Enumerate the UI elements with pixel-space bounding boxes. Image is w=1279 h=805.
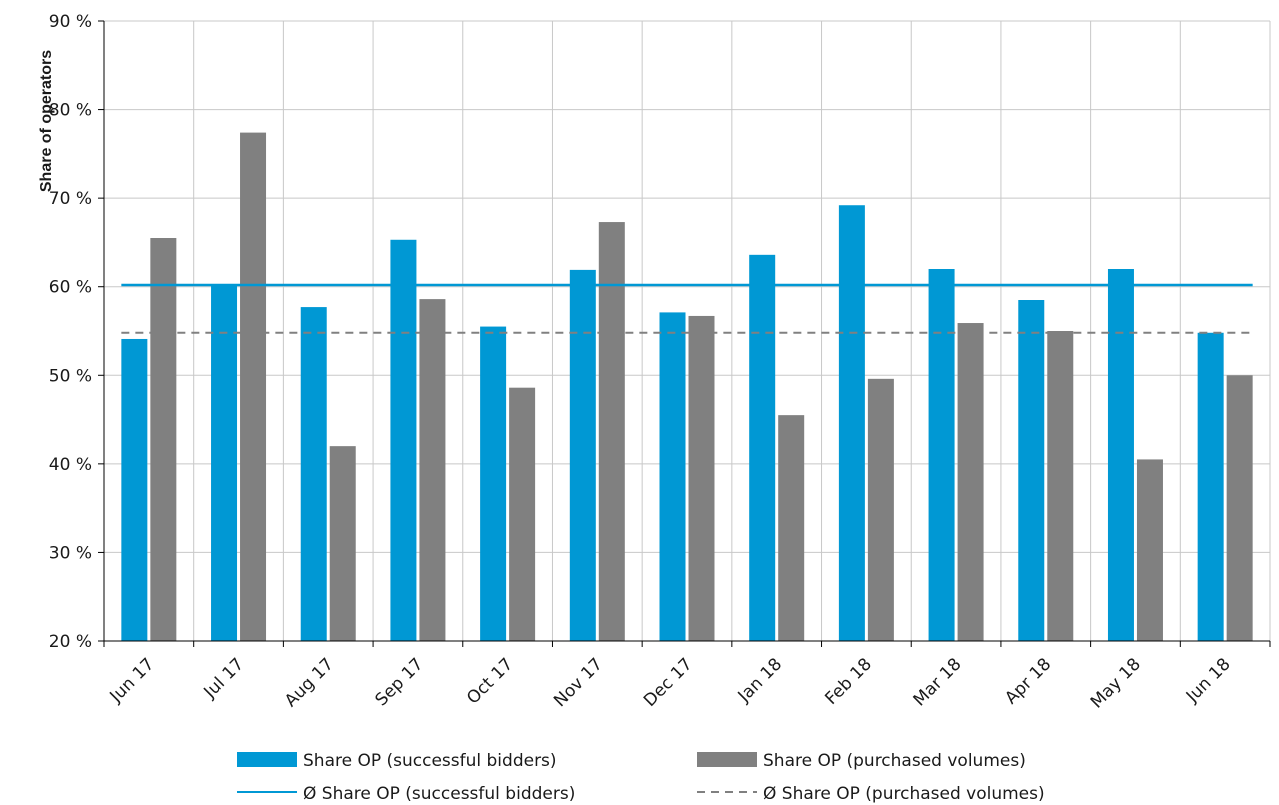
bar-successful-bidders-jul-17 [211,284,238,641]
x-tick-label: May 18 [1087,654,1145,712]
bar-purchased-volumes-aug-17 [329,446,356,641]
legend-swatch [237,752,297,767]
y-tick-label: 50 % [49,366,92,386]
bar-purchased-volumes-dec-17 [688,315,715,641]
bars [121,132,1253,642]
x-tick-label: Feb 18 [821,654,876,709]
bar-purchased-volumes-sep-17 [419,299,446,641]
bar-successful-bidders-oct-17 [480,326,507,641]
bar-successful-bidders-mar-18 [928,269,955,641]
bar-purchased-volumes-apr-18 [1047,331,1074,641]
x-tick-label: Sep 17 [372,654,428,710]
legend-item-purchased-volumes: Share OP (purchased volumes) [697,751,1026,771]
legend-item-avg-purchased-volumes: Ø Share OP (purchased volumes) [697,784,1045,804]
y-tick-labels: 20 % 30 % 40 % 50 % 60 % 70 % 80 % 90 % [49,12,92,652]
x-tick-label: Jun 17 [106,654,159,707]
bar-purchased-volumes-feb-18 [867,378,894,641]
bar-successful-bidders-aug-17 [300,307,327,641]
y-tick-label: 20 % [49,632,92,652]
bar-successful-bidders-nov-17 [569,269,596,641]
x-tick-label: Nov 17 [550,654,607,711]
bar-successful-bidders-apr-18 [1018,300,1045,641]
x-tick-labels: Jun 17 Jul 17 Aug 17 Sep 17 Oct 17 Nov 17 Dec … [106,654,1235,712]
bar-purchased-volumes-jun-18 [1226,375,1253,641]
bar-purchased-volumes-nov-17 [598,222,625,642]
x-tick-label: Apr 18 [1001,654,1055,708]
x-tick-label: Jan 18 [734,654,787,707]
bar-successful-bidders-jan-18 [749,254,776,642]
x-tick-label: Mar 18 [910,654,966,710]
bar-purchased-volumes-mar-18 [957,323,984,641]
y-tick-label: 40 % [49,455,92,475]
bar-successful-bidders-dec-17 [659,312,686,641]
bar-successful-bidders-jun-17 [121,338,148,641]
axes [98,20,1271,647]
legend-swatch [697,752,757,767]
y-tick-label: 30 % [49,543,92,563]
legend-label: Share OP (purchased volumes) [763,751,1026,771]
legend-label: Ø Share OP (successful bidders) [303,784,575,804]
bar-successful-bidders-may-18 [1107,269,1134,641]
reference-lines [121,283,1253,334]
x-tick-label: Dec 17 [640,654,697,711]
grid [104,20,1271,641]
y-tick-label: 60 % [49,278,92,298]
bar-purchased-volumes-jun-17 [150,238,177,641]
legend: Share OP (successful bidders) Share OP (p… [237,751,1045,804]
y-tick-label: 80 % [49,101,92,121]
y-tick-label: 90 % [49,12,92,32]
bar-successful-bidders-jun-18 [1197,332,1224,641]
bar-purchased-volumes-may-18 [1136,459,1163,641]
x-tick-label: Jul 17 [200,654,248,702]
y-tick-label: 70 % [49,189,92,209]
bar-purchased-volumes-jul-17 [240,132,267,641]
x-tick-label: Oct 17 [463,654,517,708]
bar-successful-bidders-feb-18 [838,205,865,641]
y-axis-title: Share of operators [38,50,55,192]
bar-purchased-volumes-jan-18 [778,415,805,641]
bar-purchased-volumes-oct-17 [509,387,536,641]
bar-successful-bidders-sep-17 [390,239,417,641]
legend-item-successful-bidders: Share OP (successful bidders) [237,751,557,771]
legend-item-avg-successful-bidders: Ø Share OP (successful bidders) [237,784,575,804]
x-tick-label: Aug 17 [281,654,338,711]
x-tick-label: Jun 18 [1182,654,1235,707]
legend-label: Ø Share OP (purchased volumes) [763,784,1045,804]
legend-label: Share OP (successful bidders) [303,751,557,771]
